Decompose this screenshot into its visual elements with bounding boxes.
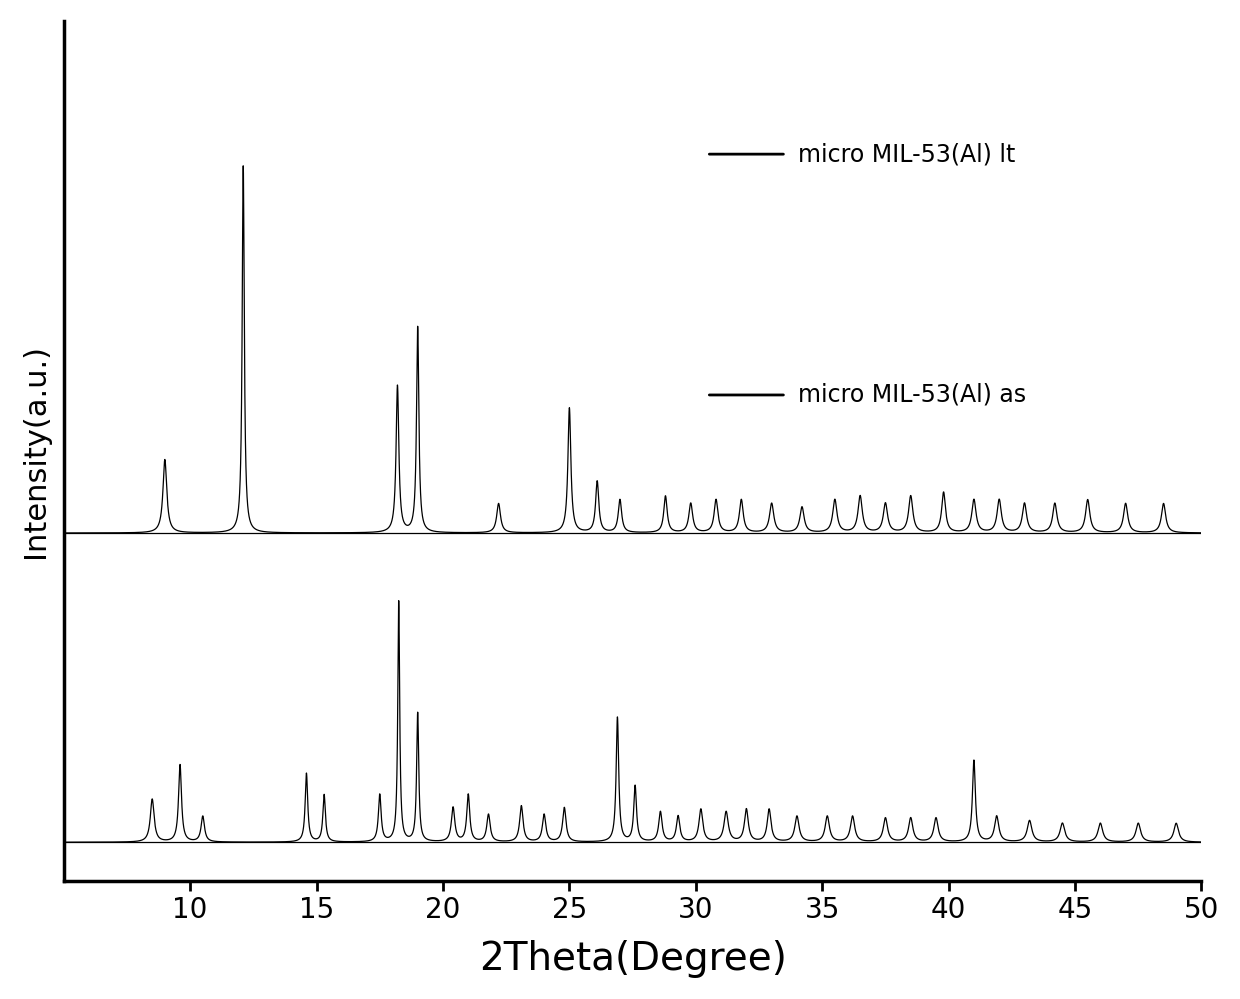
X-axis label: 2Theta(Degree): 2Theta(Degree) [479, 940, 786, 978]
Y-axis label: Intensity(a.u.): Intensity(a.u.) [21, 344, 50, 557]
Text: micro MIL-53(Al) lt: micro MIL-53(Al) lt [797, 142, 1016, 166]
Text: micro MIL-53(Al) as: micro MIL-53(Al) as [797, 383, 1025, 407]
